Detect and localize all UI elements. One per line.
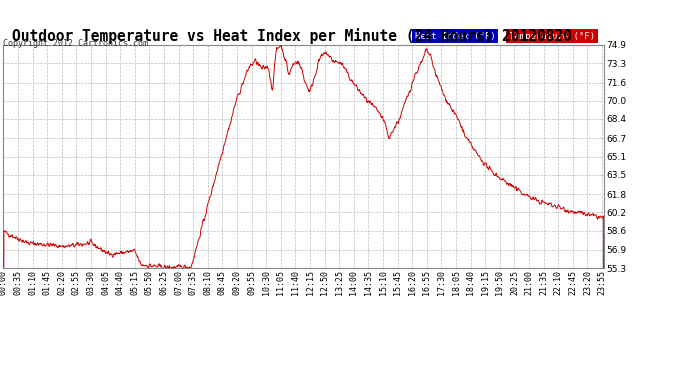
Text: Heat Index (°F): Heat Index (°F) bbox=[415, 32, 495, 40]
Text: Copyright 2012 Cartronics.com: Copyright 2012 Cartronics.com bbox=[3, 39, 148, 48]
Title: Outdoor Temperature vs Heat Index per Minute (24 Hours) 20120820: Outdoor Temperature vs Heat Index per Mi… bbox=[12, 28, 571, 44]
Text: Temperature (°F): Temperature (°F) bbox=[509, 32, 595, 40]
